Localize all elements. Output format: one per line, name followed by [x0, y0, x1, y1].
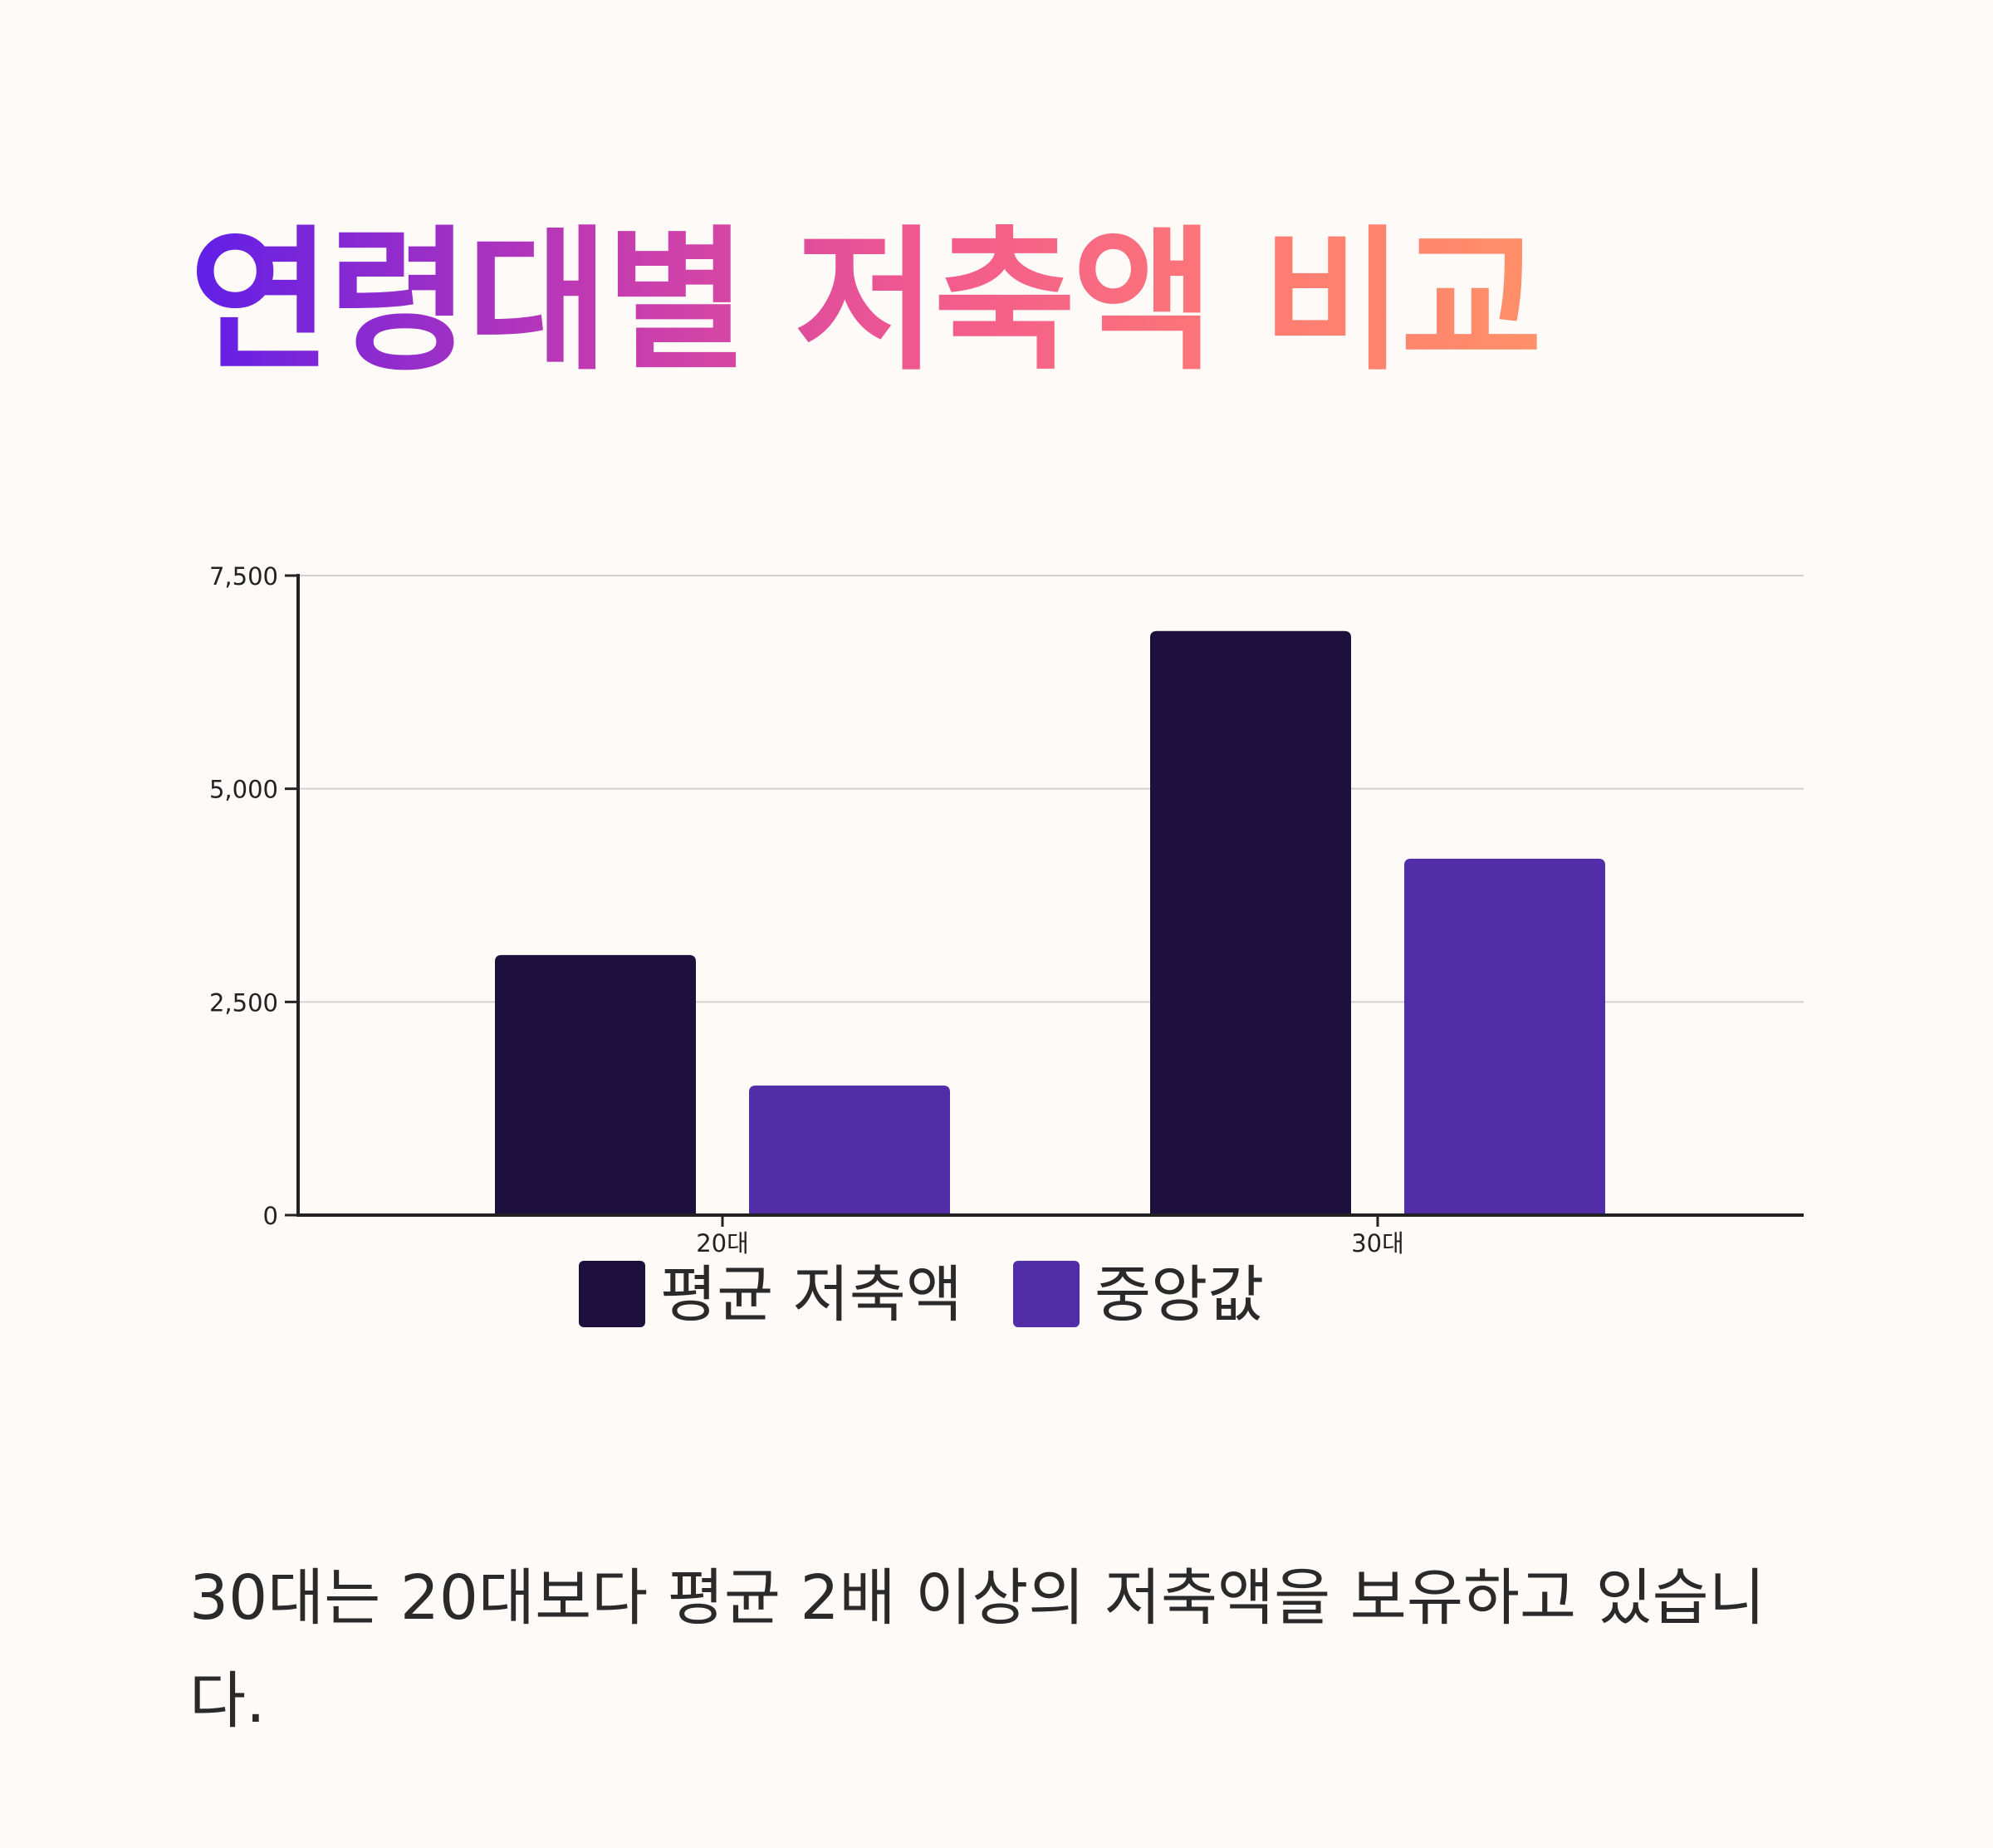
y-tick-label: 5,000: [209, 776, 278, 804]
bars: [495, 630, 1605, 1215]
y-tick-label: 0: [263, 1202, 278, 1230]
axes: [285, 574, 1804, 1227]
bar-mean-1: [1150, 630, 1351, 1215]
legend-swatch-median: [1013, 1261, 1080, 1327]
y-tick-label: 2,500: [209, 988, 278, 1017]
y-tick-labels: 0 2,500 5,000 7,500: [209, 562, 278, 1230]
bar-median-1: [1404, 858, 1605, 1215]
caption-text: 30대는 20대보다 평균 2배 이상의 저축액을 보유하고 있습니다.: [189, 1562, 1765, 1737]
x-tick-labels: 20대 30대: [696, 1229, 1404, 1257]
legend-label-median: 중앙값: [1094, 1259, 1264, 1331]
legend-swatch-mean: [579, 1261, 645, 1327]
legend-label-mean: 평균 저축액: [660, 1259, 962, 1331]
x-tick-label: 20대: [696, 1229, 749, 1257]
page-title: 연령대별 저축액 비교: [189, 211, 1543, 391]
x-tick-label: 30대: [1351, 1229, 1404, 1257]
bar-mean-0: [495, 954, 696, 1215]
legend: 평균 저축액 중앙값: [579, 1259, 1264, 1331]
y-tick-label: 7,500: [209, 562, 278, 591]
bar-median-0: [749, 1085, 950, 1215]
bar-chart: 0 2,500 5,000 7,500 20대 30대 평균 저축액 중앙값: [209, 562, 1804, 1331]
